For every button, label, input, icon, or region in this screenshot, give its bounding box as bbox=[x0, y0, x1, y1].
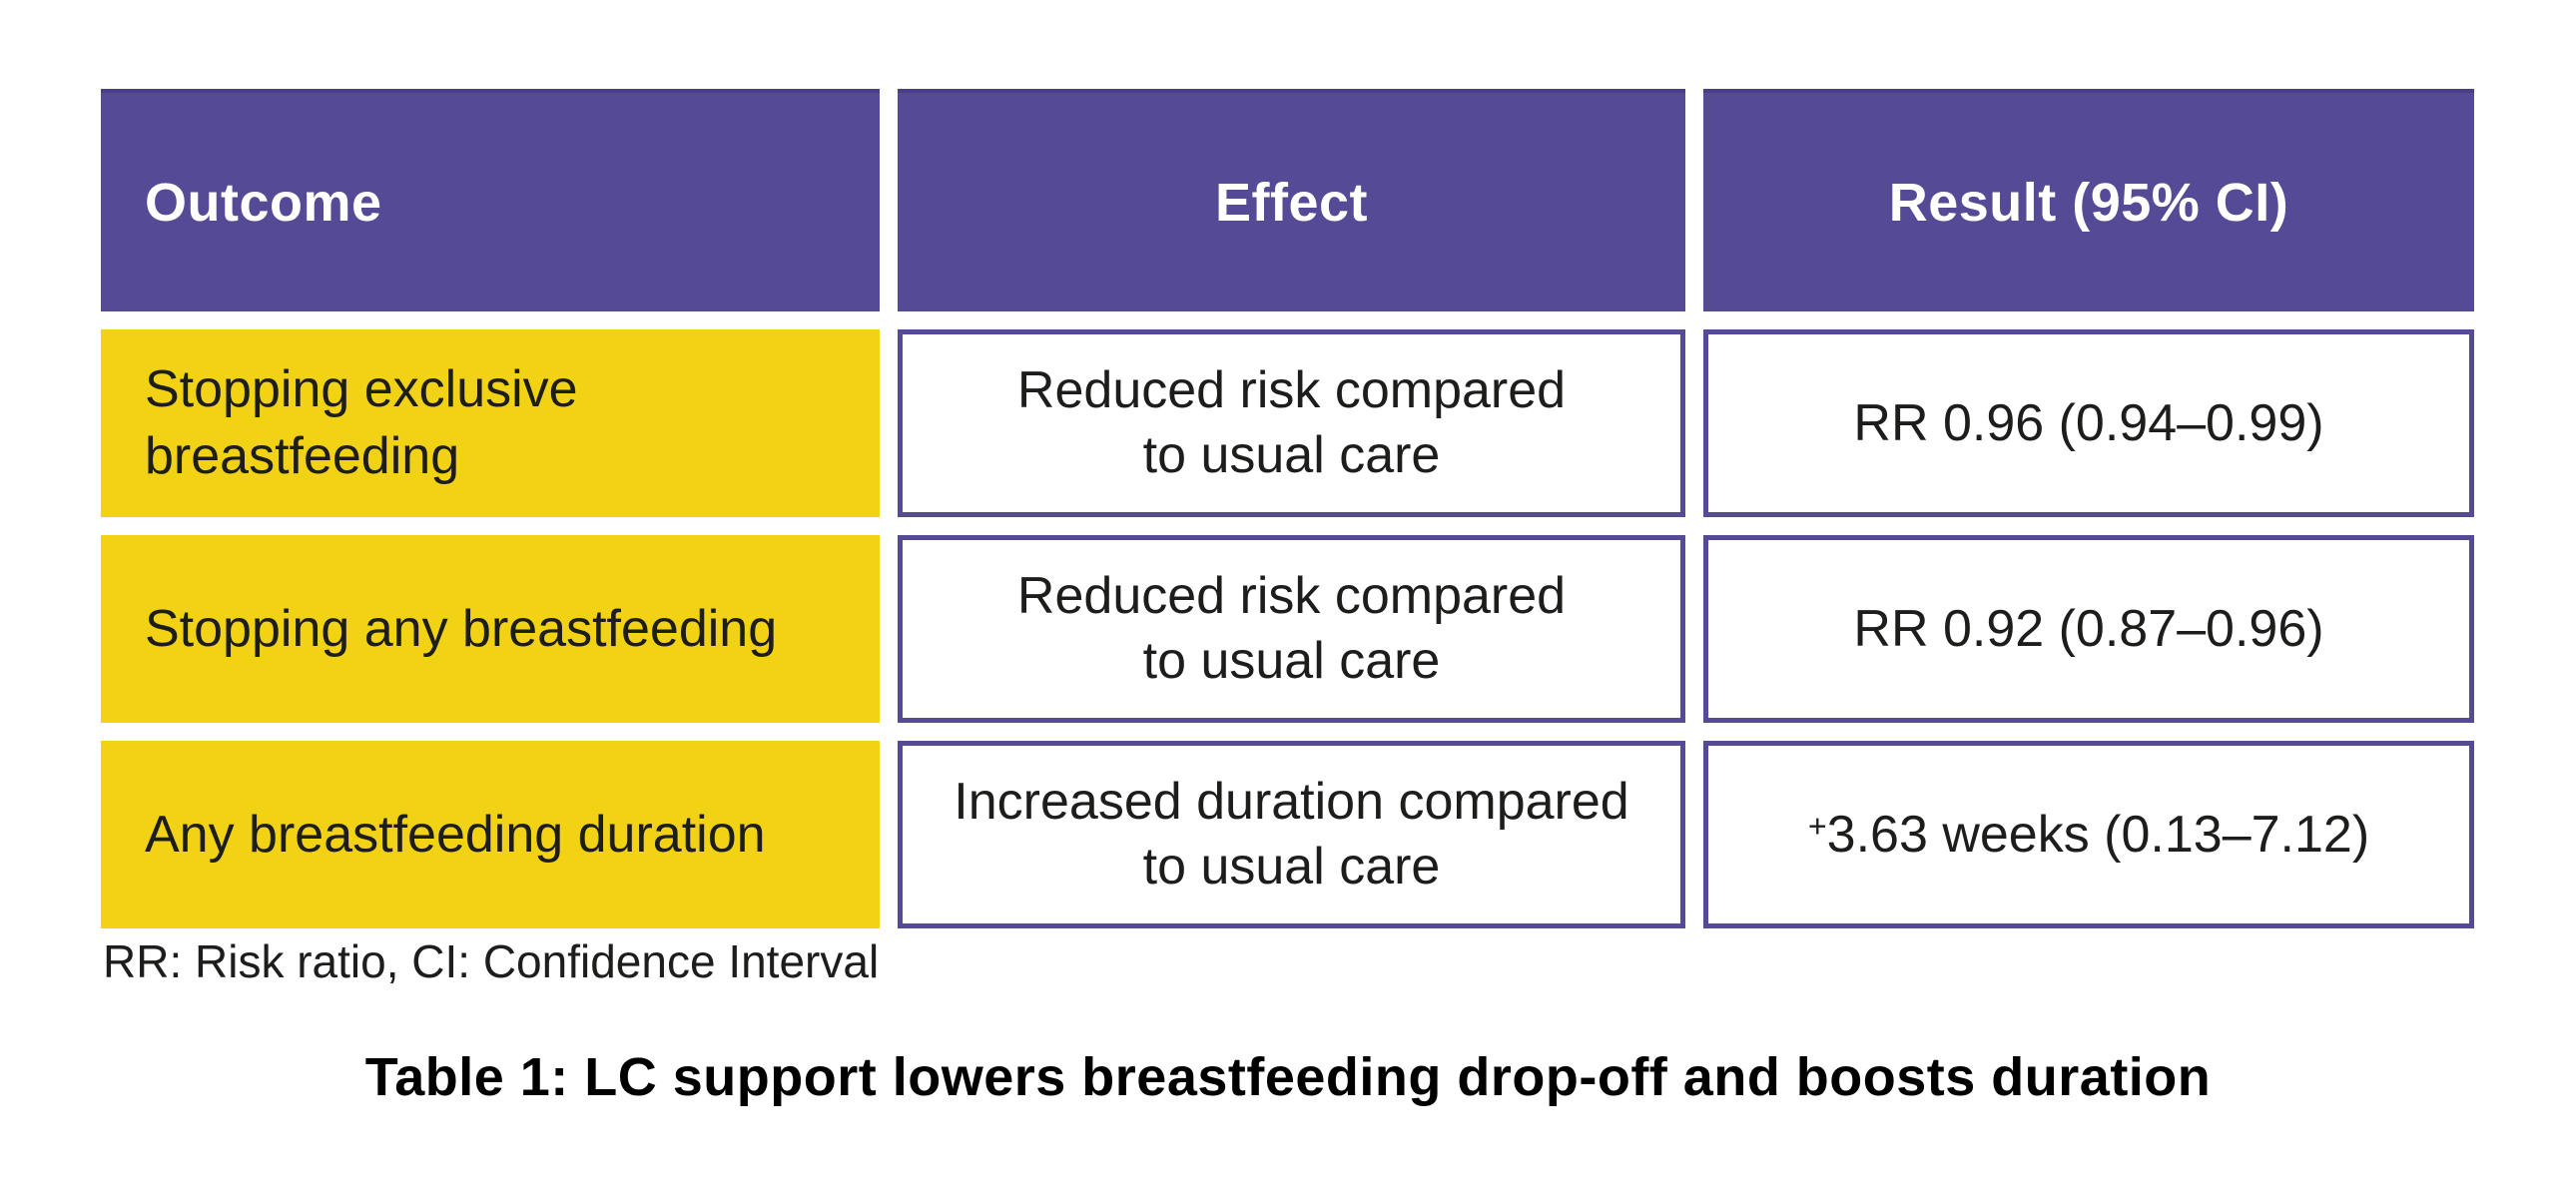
result-value: RR 0.96 (0.94–0.99) bbox=[1853, 393, 2324, 452]
table-row-1-effect-cell: Reduced risk compared to usual care bbox=[898, 329, 1685, 517]
table-row-1-outcome-cell: Stopping exclusive breastfeeding bbox=[101, 329, 880, 517]
table-row-2-result-cell: RR 0.92 (0.87–0.96) bbox=[1703, 535, 2474, 723]
outcome-text: Stopping any breastfeeding bbox=[145, 599, 778, 658]
result-text: RR 0.96 (0.94–0.99) bbox=[1853, 391, 2323, 456]
header-cell-outcome: Outcome bbox=[101, 89, 880, 311]
header-cell-effect: Effect bbox=[898, 89, 1685, 311]
result-prefix: + bbox=[1807, 808, 1827, 844]
table-footnote: RR: Risk ratio, CI: Confidence Interval bbox=[103, 935, 880, 987]
result-value: 3.63 weeks (0.13–7.12) bbox=[1826, 805, 2370, 864]
table-row-2-effect-cell: Reduced risk compared to usual care bbox=[898, 535, 1685, 723]
table-row-3-outcome-cell: Any breastfeeding duration bbox=[101, 741, 880, 928]
result-value: RR 0.92 (0.87–0.96) bbox=[1853, 599, 2324, 658]
effect-text-line-1: Reduced risk compared bbox=[1016, 361, 1567, 419]
effect-text-line-2: to usual care bbox=[1142, 632, 1441, 690]
outcomes-table: Outcome Effect Result (95% CI) Stopping … bbox=[101, 89, 2474, 928]
result-text: +3.63 weeks (0.13–7.12) bbox=[1808, 803, 2369, 868]
header-label-result: Result (95% CI) bbox=[1888, 172, 2289, 233]
table-row-3-result-cell: +3.63 weeks (0.13–7.12) bbox=[1703, 741, 2474, 928]
table-caption: Table 1: LC support lowers breastfeeding… bbox=[364, 1047, 2212, 1107]
header-label-outcome: Outcome bbox=[145, 172, 382, 233]
effect-text-line-2: to usual care bbox=[1142, 838, 1441, 896]
table-row-1-result-cell: RR 0.96 (0.94–0.99) bbox=[1703, 329, 2474, 517]
header-label-effect: Effect bbox=[1214, 172, 1369, 233]
table-row-3-effect-cell: Increased duration compared to usual car… bbox=[898, 741, 1685, 928]
effect-text-line-1: Increased duration compared bbox=[954, 773, 1629, 831]
effect-text-line-2: to usual care bbox=[1142, 426, 1441, 484]
effect-text-line-1: Reduced risk compared bbox=[1016, 567, 1567, 625]
header-cell-result: Result (95% CI) bbox=[1703, 89, 2474, 311]
outcome-text: Any breastfeeding duration bbox=[145, 805, 766, 864]
result-text: RR 0.92 (0.87–0.96) bbox=[1853, 597, 2323, 662]
outcome-text: Stopping exclusive breastfeeding bbox=[145, 360, 578, 485]
table-row-2-outcome-cell: Stopping any breastfeeding bbox=[101, 535, 880, 723]
